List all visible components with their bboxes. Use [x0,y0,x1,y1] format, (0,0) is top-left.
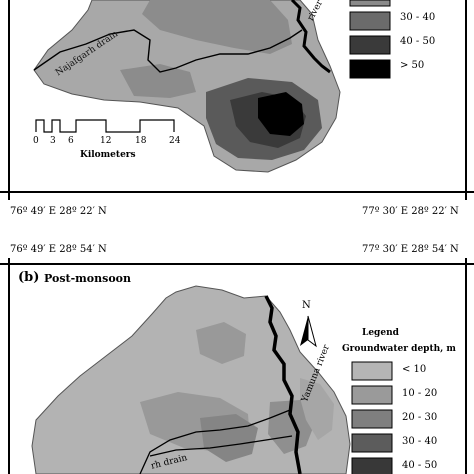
panel-a-coord-bottom-left: 76º 49′ E 28º 22′ N [10,206,107,217]
panel-a-legend-label-over-50: > 50 [400,60,425,71]
panel-a [0,0,474,200]
panel-b-legend-title: Legend [362,328,399,338]
panel-a-scale-bar [35,119,175,133]
panel-b-coord-top-right: 77º 30′ E 28º 54′ N [362,244,459,255]
panel-a-najafgarh-drain [33,29,303,73]
panel-a-legend-label-30-40: 30 - 40 [400,12,436,23]
panel-b-legend-label-10-20: 10 - 20 [402,388,438,399]
panel-b-yamuna-river [264,295,302,474]
scale-number-6: 6 [68,136,74,146]
panel-a-yamuna-river [290,0,331,74]
panel-b-legend-label-30-40: 30 - 40 [402,436,438,447]
panel-b-coord-top-left: 76º 49′ E 28º 54′ N [10,244,107,255]
panel-b-legend-label-40-50: 40 - 50 [402,460,438,471]
panel-b-legend-swatch-40-50 [351,457,393,474]
panel-b-legend-subtitle: Groundwater depth, m [342,344,456,354]
panel-a-legend-swatch-40-50 [349,35,391,55]
panel-b [0,258,474,474]
panel-a-legend-label-40-50: 40 - 50 [400,36,436,47]
panel-b-legend-swatch-10-20 [351,385,393,405]
panel-a-zone-over-50 [258,92,304,136]
panel-a-coord-bottom-right: 77º 30′ E 28º 22′ N [362,206,459,217]
panel-b-letter: (b) [18,270,40,285]
scale-number-24: 24 [169,136,181,146]
panel-a-legend-swatch-30-40 [349,11,391,31]
panel-b-legend-label-20-30: 20 - 30 [402,412,438,423]
scale-number-18: 18 [135,136,147,146]
panel-b-legend-swatch-30-40 [351,433,393,453]
panel-b-legend-swatch-lt10 [351,361,393,381]
panel-b-north-label: N [302,300,311,311]
panel-a-legend-swatch-over-50 [349,59,391,79]
panel-b-legend [351,361,393,474]
panel-b-najafgarh-drain [139,409,293,474]
scale-number-3: 3 [50,136,56,146]
panel-b-north-arrow [300,315,317,348]
panel-b-title: Post-monsoon [44,272,131,285]
panel-b-legend-swatch-20-30 [351,409,393,429]
scale-number-12: 12 [100,136,112,146]
panel-b-legend-label-lt10: < 10 [402,364,427,375]
scale-number-0: 0 [33,136,39,146]
panel-a-legend [349,0,391,79]
scale-unit-label: Kilometers [80,150,136,160]
